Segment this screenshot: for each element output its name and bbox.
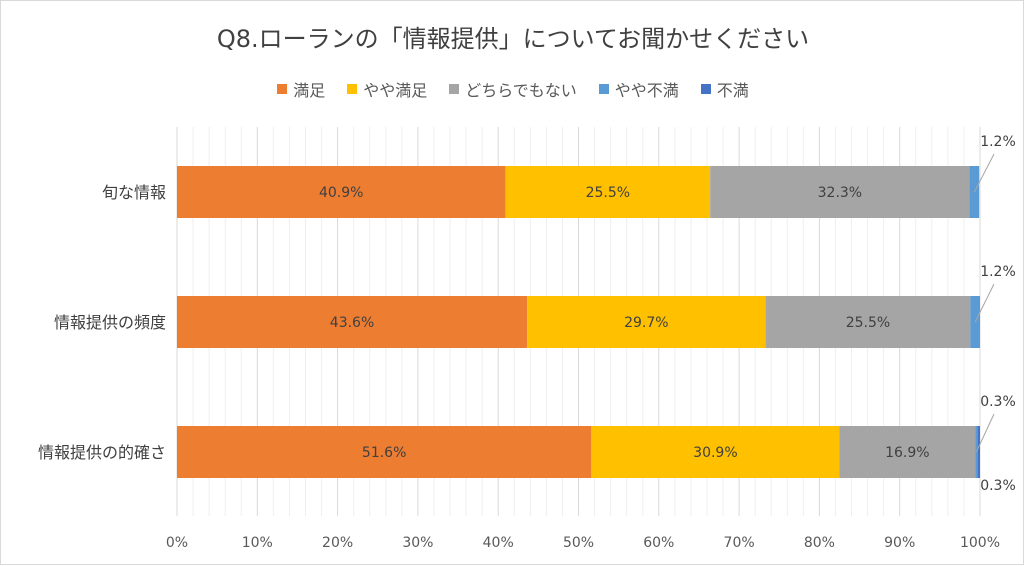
x-tick-label: 50% [563, 535, 594, 551]
data-label: 40.9% [319, 185, 363, 201]
legend-swatch [277, 84, 288, 94]
bar-segment [969, 166, 980, 218]
data-label: 51.6% [362, 445, 406, 461]
legend-label: 満足 [293, 81, 326, 100]
category-label: 情報提供の頻度 [54, 313, 166, 332]
chart-title: Q8.ローランの「情報提供」についてお聞かせください [216, 25, 810, 53]
data-label: 29.7% [624, 315, 668, 331]
bar-segment [505, 166, 711, 218]
data-label: 30.9% [693, 445, 737, 461]
legend-label: やや満足 [363, 81, 428, 100]
legend-item: どちらでもない [449, 77, 577, 101]
x-tick-label: 60% [643, 535, 674, 551]
bar-segment [765, 296, 971, 348]
legend-label: 不満 [716, 81, 749, 100]
bar-segment [710, 166, 970, 218]
legend-label: やや不満 [614, 81, 679, 100]
x-tick-label: 30% [402, 535, 433, 551]
chart-legend: 満足 やや満足 どちらでもない やや不満 不満 [1, 77, 1024, 101]
bar-segment [839, 426, 976, 478]
x-tick-label: 0% [166, 535, 188, 551]
x-tick-label: 70% [724, 535, 755, 551]
bar-segment [177, 166, 506, 218]
leader-line [974, 283, 995, 323]
bar-segment [177, 426, 592, 478]
x-tick-label: 90% [884, 535, 915, 551]
data-label: 16.9% [885, 445, 929, 461]
category-label: 情報提供の的確さ [38, 443, 166, 462]
legend-swatch [700, 84, 711, 94]
x-tick-label: 100% [960, 535, 1000, 551]
data-label: 25.5% [846, 315, 890, 331]
leader-line [975, 413, 995, 453]
category-label: 旬な情報 [102, 183, 166, 202]
legend-swatch [598, 84, 609, 94]
x-tick-label: 80% [804, 535, 835, 551]
x-tick-label: 10% [242, 535, 273, 551]
legend-item: やや満足 [347, 77, 427, 101]
data-label: 25.5% [586, 185, 630, 201]
legend-swatch [347, 84, 358, 94]
leader-line [973, 153, 995, 193]
legend-item: 満足 [277, 77, 325, 101]
legend-item: 不満 [700, 77, 749, 101]
data-label: 0.3% [980, 394, 1016, 410]
legend-swatch [449, 84, 460, 94]
data-label: 43.6% [330, 315, 374, 331]
x-tick-label: 40% [483, 535, 514, 551]
legend-item: やや不満 [598, 77, 679, 101]
data-label: 0.3% [980, 478, 1016, 494]
legend-label: どちらでもない [465, 81, 577, 100]
bar-segment [977, 426, 980, 478]
data-label: 1.2% [980, 134, 1016, 150]
bar-segment [177, 296, 528, 348]
bar-segment [591, 426, 840, 478]
data-label: 1.2% [980, 264, 1016, 280]
x-tick-label: 20% [322, 535, 353, 551]
data-label: 32.3% [818, 185, 862, 201]
bar-segment [527, 296, 766, 348]
